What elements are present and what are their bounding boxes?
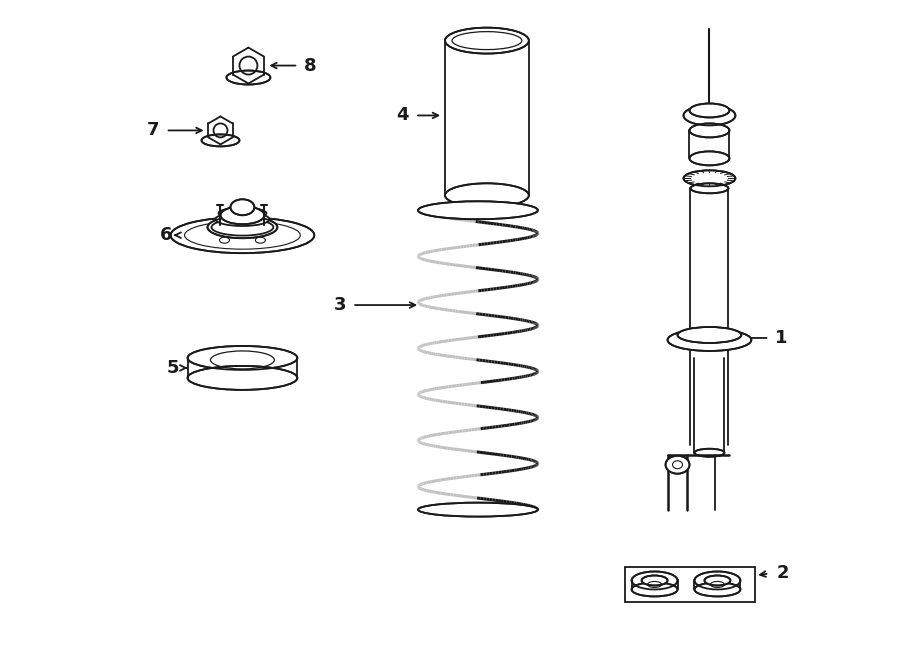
Ellipse shape bbox=[690, 183, 728, 193]
Text: 7: 7 bbox=[147, 122, 159, 139]
Ellipse shape bbox=[695, 572, 741, 590]
Ellipse shape bbox=[695, 582, 741, 596]
Ellipse shape bbox=[219, 208, 266, 219]
Ellipse shape bbox=[202, 134, 239, 146]
Ellipse shape bbox=[418, 201, 538, 219]
Text: 5: 5 bbox=[167, 359, 180, 377]
Ellipse shape bbox=[418, 502, 538, 517]
Ellipse shape bbox=[212, 219, 274, 235]
Ellipse shape bbox=[665, 455, 689, 474]
Ellipse shape bbox=[683, 106, 735, 126]
Ellipse shape bbox=[632, 572, 678, 590]
Text: 1: 1 bbox=[775, 329, 788, 347]
Ellipse shape bbox=[227, 71, 270, 85]
Ellipse shape bbox=[689, 104, 729, 118]
Ellipse shape bbox=[705, 576, 731, 586]
Ellipse shape bbox=[215, 212, 269, 226]
Text: 2: 2 bbox=[777, 564, 788, 582]
Ellipse shape bbox=[683, 171, 735, 186]
Ellipse shape bbox=[445, 183, 529, 208]
Text: 6: 6 bbox=[160, 226, 173, 244]
Ellipse shape bbox=[668, 329, 751, 351]
Ellipse shape bbox=[187, 346, 297, 370]
Text: 3: 3 bbox=[334, 296, 346, 314]
Ellipse shape bbox=[230, 199, 255, 215]
Ellipse shape bbox=[171, 217, 314, 253]
Ellipse shape bbox=[632, 582, 678, 596]
Ellipse shape bbox=[445, 28, 529, 54]
Ellipse shape bbox=[678, 327, 742, 343]
Ellipse shape bbox=[689, 124, 729, 137]
Ellipse shape bbox=[695, 449, 725, 457]
Ellipse shape bbox=[208, 216, 277, 238]
Text: 8: 8 bbox=[304, 57, 317, 75]
Text: 4: 4 bbox=[397, 106, 410, 124]
Ellipse shape bbox=[689, 151, 729, 165]
Ellipse shape bbox=[220, 206, 265, 224]
Ellipse shape bbox=[187, 366, 297, 390]
Ellipse shape bbox=[642, 576, 668, 586]
Bar bbox=[625, 566, 755, 602]
